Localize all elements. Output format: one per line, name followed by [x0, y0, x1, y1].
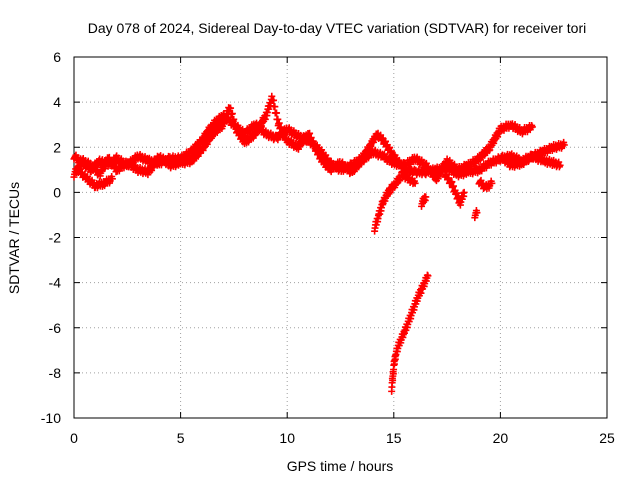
data-point-marker	[556, 161, 564, 169]
data-point-marker	[274, 115, 282, 123]
data-series	[70, 92, 568, 395]
y-tick-label: -4	[49, 275, 62, 291]
series-track-b	[70, 92, 536, 185]
y-tick-label: 4	[53, 94, 61, 110]
data-point-marker	[473, 209, 481, 217]
x-tick-label: 10	[279, 430, 295, 446]
data-point-marker	[424, 272, 432, 280]
plot-frame	[73, 56, 608, 419]
grid-lines	[74, 57, 607, 418]
series-track-f	[441, 170, 468, 209]
series-track-i	[496, 150, 564, 171]
data-point-marker	[270, 96, 278, 104]
series-track-h	[475, 176, 496, 193]
x-tick-label: 5	[177, 430, 185, 446]
y-tick-label: 6	[53, 49, 61, 65]
x-tick-label: 15	[386, 430, 402, 446]
chart-title: Day 078 of 2024, Sidereal Day-to-day VTE…	[88, 20, 587, 36]
x-tick-label: 0	[70, 430, 78, 446]
y-tick-label: -8	[49, 365, 62, 381]
data-point-marker	[422, 193, 430, 201]
series-track-e	[418, 193, 430, 210]
data-point-marker	[108, 175, 116, 183]
series-track-c	[74, 165, 116, 192]
series-track-j	[388, 271, 432, 395]
y-tick-label: 2	[53, 139, 61, 155]
data-point-marker	[488, 179, 496, 187]
series-track-g	[471, 207, 481, 222]
data-point-marker	[460, 188, 468, 196]
data-point-marker	[230, 115, 238, 123]
data-point-marker	[560, 141, 568, 149]
x-tick-labels: 0 5 10 15 20 25	[70, 430, 615, 446]
y-tick-labels: -10 -8 -6 -4 -2 0 2 4 6	[41, 49, 61, 426]
y-tick-label: -10	[41, 410, 61, 426]
data-point-marker	[411, 179, 419, 187]
x-tick-label: 20	[493, 430, 509, 446]
data-point-marker	[273, 109, 281, 117]
y-axis-label: SDTVAR / TECUs	[6, 182, 22, 294]
y-tick-label: -6	[49, 320, 62, 336]
data-point-marker	[227, 104, 235, 112]
y-tick-label: 0	[53, 184, 61, 200]
data-point-marker	[228, 110, 236, 118]
series-track-d	[371, 168, 419, 235]
x-axis-label: GPS time / hours	[287, 458, 394, 474]
x-tick-label: 25	[599, 430, 615, 446]
data-point-marker	[528, 123, 536, 131]
y-tick-label: -2	[49, 230, 62, 246]
data-point-marker	[271, 103, 279, 111]
plot-border	[73, 56, 608, 419]
